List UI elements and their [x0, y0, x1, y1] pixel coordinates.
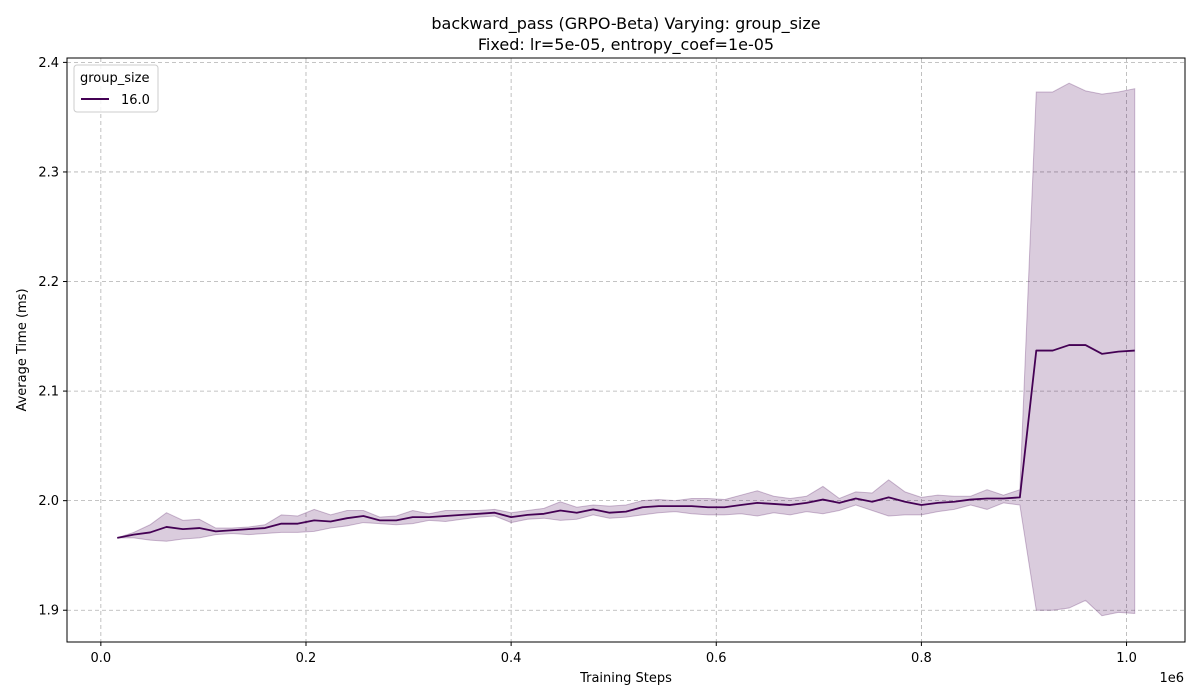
- x-tick-label: 0.4: [501, 651, 522, 666]
- x-tick-label: 0.6: [706, 651, 727, 666]
- y-tick-label: 1.9: [38, 604, 59, 619]
- x-tick-label: 1.0: [1116, 651, 1137, 666]
- y-tick-label: 2.2: [38, 275, 59, 290]
- legend-label-16: 16.0: [121, 93, 150, 108]
- chart-title: backward_pass (GRPO-Beta) Varying: group…: [431, 14, 820, 34]
- legend: group_size 16.0: [73, 64, 159, 113]
- x-axis-label: Training Steps: [579, 671, 672, 686]
- grid-lines: [67, 58, 1185, 642]
- x-axis-offset-text: 1e6: [1159, 671, 1184, 686]
- plot-frame: [66, 57, 1186, 643]
- legend-box: [73, 64, 159, 113]
- x-tick-label: 0.8: [911, 651, 932, 666]
- y-axis-ticks: 1.9 2.0 2.1 2.2 2.3 2.4: [38, 56, 67, 619]
- x-tick-label: 0.2: [296, 651, 317, 666]
- series-lines: [117, 344, 1135, 539]
- y-tick-label: 2.1: [38, 385, 59, 400]
- chart-subtitle: Fixed: lr=5e-05, entropy_coef=1e-05: [478, 35, 774, 55]
- y-tick-label: 2.3: [38, 165, 59, 180]
- legend-title: group_size: [80, 71, 149, 86]
- y-tick-label: 2.4: [38, 56, 59, 71]
- series-line-16: [117, 344, 1135, 539]
- x-tick-label: 0.0: [91, 651, 112, 666]
- y-axis-label: Average Time (ms): [15, 288, 30, 411]
- y-tick-label: 2.0: [38, 494, 59, 509]
- x-axis-ticks: 0.0 0.2 0.4 0.6 0.8 1.0: [91, 642, 1137, 666]
